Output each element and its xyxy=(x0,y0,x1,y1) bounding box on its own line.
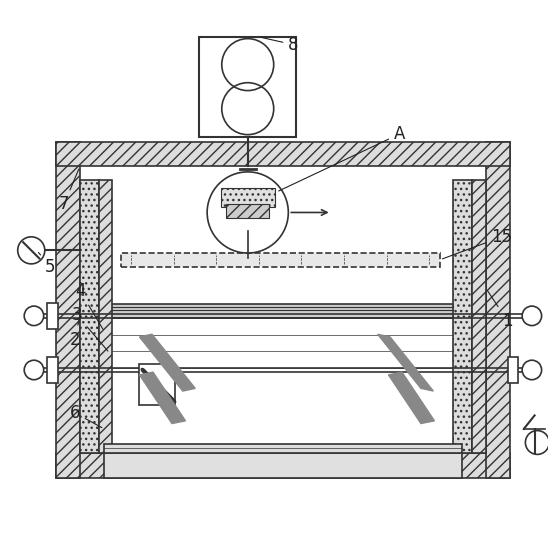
Text: 7: 7 xyxy=(59,169,79,213)
Text: 15: 15 xyxy=(442,228,512,259)
Polygon shape xyxy=(388,372,435,424)
Text: 4: 4 xyxy=(75,282,103,329)
Bar xyxy=(48,357,58,383)
Text: 3: 3 xyxy=(72,306,108,351)
Bar xyxy=(221,188,275,207)
Text: 2: 2 xyxy=(69,319,80,349)
Bar xyxy=(120,253,440,267)
Circle shape xyxy=(24,360,44,380)
Text: A: A xyxy=(279,125,405,191)
Polygon shape xyxy=(139,334,195,391)
Bar xyxy=(507,357,518,383)
Bar xyxy=(199,36,296,137)
Text: 6: 6 xyxy=(69,404,102,428)
Bar xyxy=(472,180,486,453)
Circle shape xyxy=(522,360,542,380)
Bar xyxy=(486,142,510,478)
Bar xyxy=(453,180,472,453)
Circle shape xyxy=(522,306,542,325)
Text: 8: 8 xyxy=(260,36,299,54)
Text: 1: 1 xyxy=(487,290,513,330)
Bar xyxy=(56,453,510,478)
Bar xyxy=(80,180,99,453)
Bar xyxy=(104,443,462,453)
Bar xyxy=(226,205,269,218)
Polygon shape xyxy=(139,372,185,424)
Bar xyxy=(56,142,80,478)
Bar xyxy=(104,453,462,478)
Circle shape xyxy=(526,431,549,454)
Bar xyxy=(99,180,113,453)
Bar xyxy=(80,305,486,318)
Text: 5: 5 xyxy=(38,252,56,276)
Circle shape xyxy=(18,237,45,264)
Bar xyxy=(48,303,58,329)
Circle shape xyxy=(24,306,44,325)
Polygon shape xyxy=(377,334,433,391)
Bar xyxy=(139,364,175,405)
Bar xyxy=(56,142,510,166)
